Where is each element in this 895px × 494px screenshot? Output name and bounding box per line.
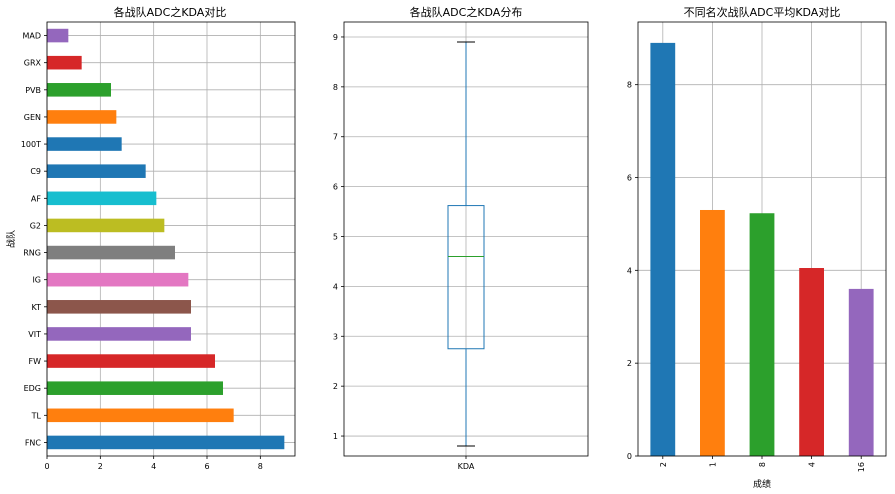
chart2-y-ticks: 1 2 3 4 5 6 7 8 9 [333, 33, 344, 441]
chart1-ytick-label: EDG [24, 384, 41, 393]
chart2-ytick-label: 9 [333, 33, 338, 42]
chart-team-kda-bar: 各战队ADC之KDA对比 FNC TL EDG FW VIT KT IG RNG G2 AF C9 1… [5, 5, 296, 471]
chart2-title: 各战队ADC之KDA分布 [410, 5, 523, 19]
chart3-ytick-label: 6 [627, 173, 632, 182]
chart1-bar-grx [47, 55, 82, 70]
chart1-ytick-label: KT [31, 303, 41, 312]
chart1-bar-tl [47, 408, 234, 423]
chart2-iqr-box [447, 205, 485, 350]
chart3-ytick-label: 2 [627, 359, 632, 368]
chart1-bar-rng [47, 245, 175, 260]
chart2-box [447, 41, 485, 447]
chart1-bar-gen [47, 110, 117, 124]
chart1-ytick-label: MAD [22, 32, 41, 41]
chart1-bar-fnc [47, 435, 285, 450]
chart3-bars [650, 42, 874, 457]
chart1-ytick-label: VIT [28, 330, 41, 339]
chart1-xtick-label: 4 [151, 462, 156, 471]
chart1-ytick-label: TL [31, 411, 42, 420]
chart3-bar-rank-16 [848, 288, 874, 456]
chart1-bar-c9 [47, 164, 146, 178]
chart2-ytick-label: 1 [333, 432, 338, 441]
chart-kda-boxplot: 各战队ADC之KDA分布 1 2 3 4 5 6 7 8 9 KDA [333, 5, 589, 471]
chart3-y-ticks: 0 2 4 6 8 [627, 81, 638, 461]
chart2-ytick-label: 4 [333, 282, 338, 291]
chart1-xtick-label: 8 [258, 462, 263, 471]
chart3-xtick-label: 1 [708, 462, 717, 467]
chart2-ytick-label: 6 [333, 183, 338, 192]
chart1-ytick-label: 100T [21, 140, 41, 149]
chart1-bar-g2 [47, 218, 165, 233]
chart1-bar-ig [47, 272, 189, 287]
chart1-ytick-label: PVB [25, 86, 41, 95]
chart1-xtick-label: 6 [204, 462, 209, 471]
chart2-ytick-label: 5 [333, 233, 338, 242]
chart1-bar-100t [47, 137, 122, 151]
chart1-xtick-label: 0 [44, 462, 49, 471]
chart1-ytick-label: FW [28, 357, 41, 366]
chart1-bar-vit [47, 327, 191, 341]
chart1-x-ticks: 0 2 4 6 8 [44, 456, 263, 471]
chart3-title: 不同名次战队ADC平均KDA对比 [684, 5, 841, 19]
chart3-bar-rank-4 [799, 268, 824, 456]
chart3-x-ticks: 2 1 8 4 16 [659, 456, 866, 472]
chart1-y-ticks: FNC TL EDG FW VIT KT IG RNG G2 AF C9 100T GEN PVB GRX M… [21, 32, 47, 447]
chart3-xtick-label: 4 [808, 462, 817, 467]
chart1-bar-kt [47, 300, 191, 314]
chart1-ytick-label: FNC [25, 438, 42, 447]
chart1-ytick-label: GEN [24, 113, 41, 122]
chart1-bar-mad [47, 28, 69, 43]
chart1-ytick-label: AF [31, 194, 41, 203]
chart3-bar-rank-2 [650, 42, 676, 457]
chart1-ytick-label: IG [32, 276, 41, 285]
chart3-xtick-label: 8 [758, 462, 767, 467]
chart1-xtick-label: 2 [98, 462, 103, 471]
chart2-ytick-label: 8 [333, 83, 338, 92]
chart1-frame [46, 21, 296, 457]
chart2-xtick-label: KDA [458, 462, 475, 471]
chart1-ytick-label: RNG [23, 249, 41, 258]
chart1-bar-pvb [47, 83, 111, 97]
chart1-bar-edg [47, 381, 223, 395]
chart2-x-ticks: KDA [458, 456, 475, 471]
chart1-ytick-label: GRX [24, 59, 42, 68]
chart3-ytick-label: 0 [627, 452, 632, 461]
chart1-ytick-label: C9 [30, 167, 41, 176]
chart3-bar-rank-1 [700, 209, 725, 456]
chart2-ytick-label: 2 [333, 382, 338, 391]
chart-rank-kda-bar: 不同名次战队ADC平均KDA对比 0 2 4 6 8 2 1 8 4 16 成绩 [627, 5, 887, 490]
chart3-x-axis-label: 成绩 [753, 478, 771, 490]
chart1-title: 各战队ADC之KDA对比 [114, 5, 227, 19]
chart1-bar-fw [47, 354, 215, 368]
chart1-bars [47, 28, 285, 450]
chart3-bar-rank-8 [749, 213, 775, 456]
chart3-xtick-label: 2 [659, 462, 668, 467]
chart3-ytick-label: 4 [627, 266, 632, 275]
chart3-xtick-label: 16 [857, 462, 866, 472]
chart1-y-axis-label: 战队 [5, 230, 17, 248]
chart2-ytick-label: 3 [333, 332, 338, 341]
chart2-ytick-label: 7 [333, 133, 338, 142]
chart1-bar-af [47, 191, 157, 206]
chart3-ytick-label: 8 [627, 81, 632, 90]
chart1-ytick-label: G2 [30, 221, 41, 230]
